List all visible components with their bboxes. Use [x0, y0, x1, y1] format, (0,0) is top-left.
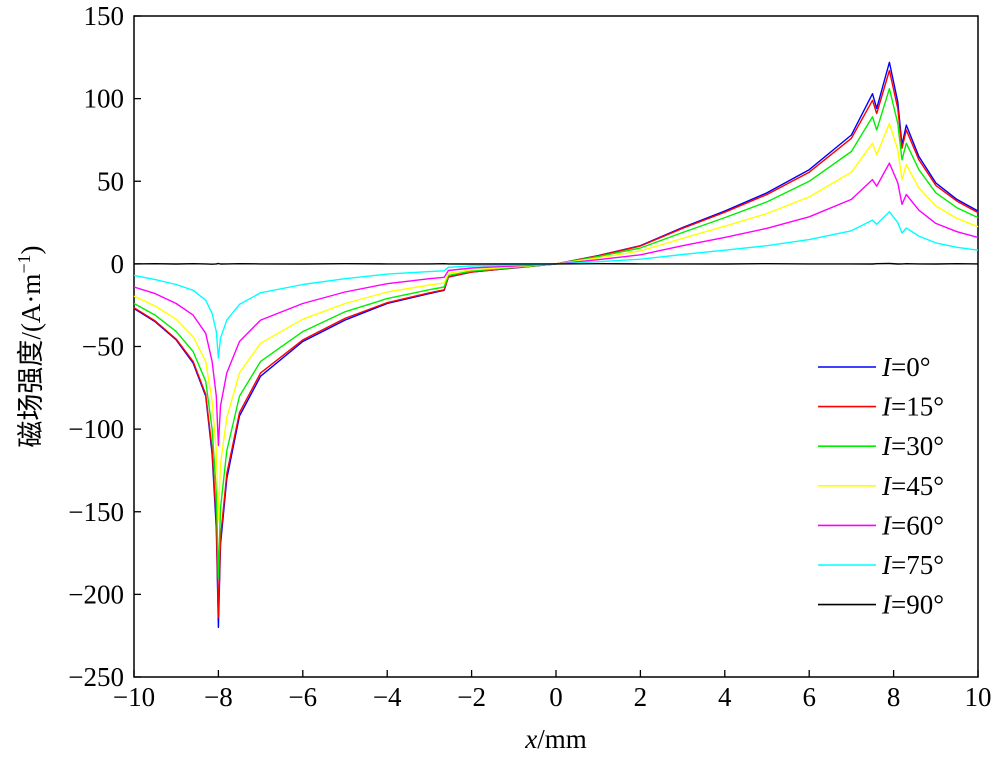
- series-line-45deg: [133, 122, 979, 521]
- y-tick-label: 100: [84, 84, 125, 114]
- legend-label: I=75°: [881, 550, 944, 580]
- legend-item: I=15°: [818, 392, 944, 422]
- legend-label: I=45°: [881, 471, 944, 501]
- y-axis-label-close: ): [16, 245, 46, 254]
- legend-item: I=75°: [818, 550, 944, 580]
- x-tick-label: −4: [373, 682, 402, 712]
- legend: I=0° I=15° I=30° I=45° I=60° I=75° I=90°: [818, 352, 944, 620]
- y-tick-label: −50: [82, 332, 124, 362]
- series-line-30deg: [133, 87, 979, 579]
- plot-frame: [133, 15, 979, 678]
- legend-label: I=0°: [881, 352, 931, 382]
- plot-area: [133, 15, 979, 678]
- x-tick-label: 6: [802, 682, 816, 712]
- series-line-0deg: [133, 61, 979, 629]
- legend-label: I=60°: [881, 510, 944, 540]
- y-tick-label: −250: [68, 662, 124, 692]
- y-axis-label-main: 磁场强度/(A·m: [16, 274, 46, 448]
- legend-label: I=30°: [881, 431, 944, 461]
- x-axis-title: x/mm: [524, 724, 587, 754]
- legend-label: I=90°: [881, 590, 944, 620]
- y-tick-label: −200: [68, 579, 124, 609]
- x-tick-label: 4: [718, 682, 732, 712]
- x-axis-variable: x: [524, 724, 537, 754]
- ticks-layer: −10 −8 −6 −4 −2 0 2 4 6 8 10 −250 −200 −150 −100 −50 0 50…: [68, 1, 991, 712]
- series-line-90deg: [133, 262, 979, 265]
- y-tick-label: 150: [84, 1, 125, 31]
- series-layer: [133, 61, 979, 629]
- legend-item: I=45°: [818, 471, 944, 501]
- x-axis-unit: /mm: [537, 724, 587, 754]
- legend-item: I=90°: [818, 590, 944, 620]
- y-tick-label: 0: [111, 249, 125, 279]
- y-axis-label-exponent: −1: [14, 254, 34, 273]
- y-tick-label: 50: [97, 166, 124, 196]
- x-tick-label: 2: [634, 682, 648, 712]
- legend-item: I=30°: [818, 431, 944, 461]
- legend-label: I=15°: [881, 392, 944, 422]
- y-axis-title: 磁场强度/(A·m−1): [14, 245, 46, 447]
- x-tick-label: −6: [288, 682, 317, 712]
- y-tick-label: −100: [68, 414, 124, 444]
- legend-item: I=0°: [818, 352, 931, 382]
- x-tick-label: −10: [113, 682, 155, 712]
- legend-item: I=60°: [818, 510, 944, 540]
- y-tick-label: −150: [68, 497, 124, 527]
- x-tick-label: 8: [887, 682, 901, 712]
- series-line-75deg: [133, 211, 979, 359]
- x-tick-label: −8: [204, 682, 233, 712]
- x-tick-label: 10: [965, 682, 992, 712]
- x-tick-label: −2: [457, 682, 486, 712]
- x-tick-label: 0: [549, 682, 563, 712]
- series-line-60deg: [133, 162, 979, 447]
